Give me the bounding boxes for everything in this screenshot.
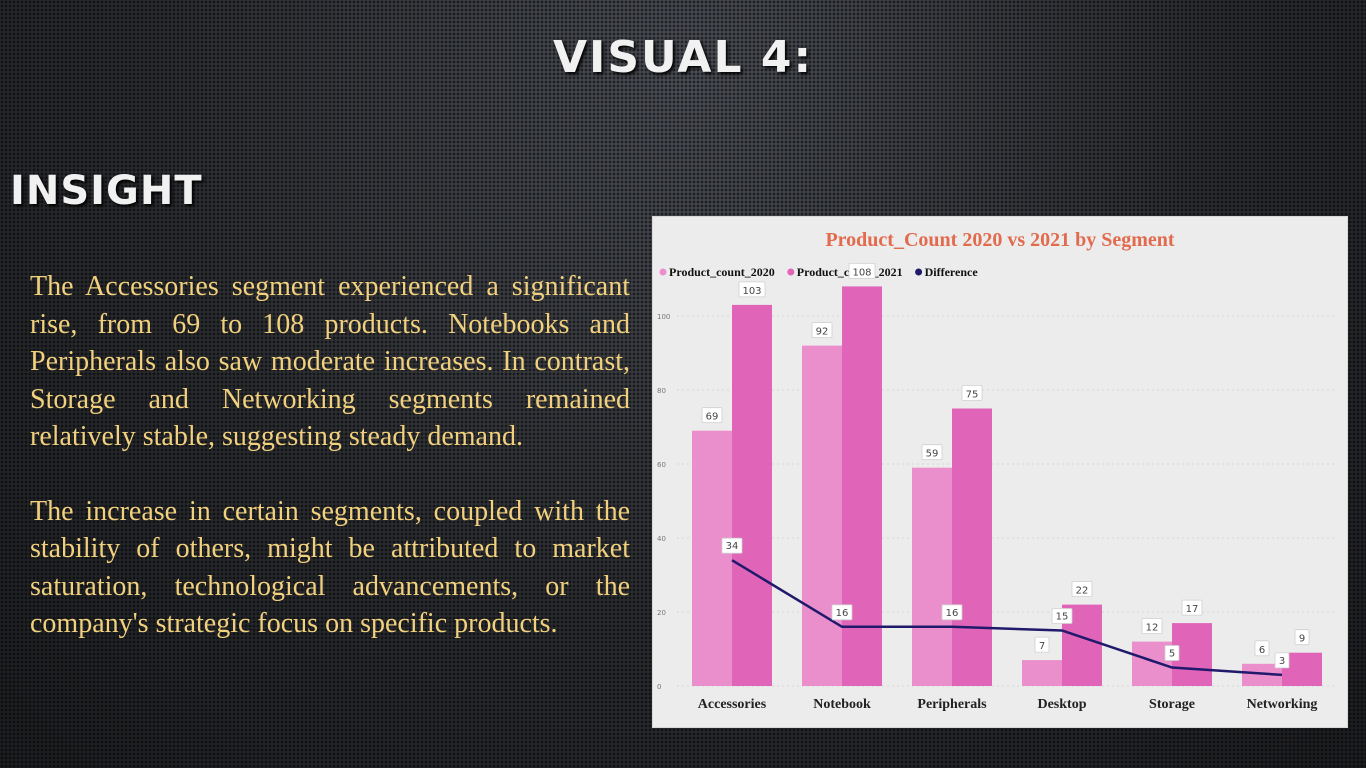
- product-count-chart: Product_Count 2020 vs 2021 by Segment Pro…: [657, 229, 1337, 712]
- data-label: 12: [1146, 623, 1159, 634]
- data-label-box: [921, 444, 943, 461]
- bar-1-networking: [1242, 663, 1282, 686]
- data-label-box: [848, 263, 876, 279]
- y-tick-label-100: 100: [657, 313, 670, 321]
- data-label: 6: [1259, 645, 1265, 656]
- difference-label: 3: [1279, 656, 1285, 667]
- bar-1-notebook: [802, 345, 842, 686]
- difference-label-box: [1164, 645, 1180, 661]
- difference-label: 15: [1056, 612, 1069, 623]
- difference-label-box: [831, 604, 853, 621]
- insight-paragraph-1: The Accessories segment experienced a si…: [30, 271, 630, 452]
- data-label: 103: [742, 286, 761, 297]
- y-tick-label-0: 0: [657, 683, 661, 691]
- legend-label-1: Product_count_2020: [669, 265, 775, 279]
- difference-label: 16: [836, 608, 849, 619]
- bar-2-peripherals: [952, 408, 992, 686]
- bar-1-accessories: [692, 430, 732, 686]
- insight-paragraph-2: The increase in certain segments, couple…: [30, 495, 630, 640]
- difference-label: 16: [946, 608, 959, 619]
- difference-line: [731, 559, 1283, 677]
- legend-marker-1: [659, 268, 667, 276]
- data-label-box: [961, 385, 983, 401]
- y-tick-label-60: 60: [657, 461, 666, 469]
- x-tick-label-notebook: Notebook: [813, 697, 871, 712]
- data-label-box: [1034, 636, 1050, 653]
- data-label-box: [1254, 640, 1270, 657]
- x-tick-label-storage: Storage: [1149, 697, 1195, 712]
- data-label: 59: [926, 449, 939, 460]
- data-label: 69: [706, 412, 719, 423]
- data-label: 17: [1186, 604, 1199, 615]
- data-label: 108: [852, 267, 871, 278]
- data-label: 22: [1076, 586, 1089, 597]
- bar-1-peripherals: [912, 467, 952, 686]
- chart-panel: Product_Count 2020 vs 2021 by Segment Pro…: [652, 216, 1348, 728]
- difference-label-box: [1051, 608, 1073, 624]
- data-label-box: [1181, 599, 1203, 616]
- data-label-box: [811, 322, 833, 338]
- legend-label-3: Difference: [925, 265, 979, 279]
- difference-label-box: [1274, 652, 1290, 669]
- data-label-box: [1294, 629, 1310, 646]
- difference-label-box: [721, 537, 743, 554]
- bar-2-accessories: [732, 304, 772, 686]
- data-label: 7: [1039, 641, 1045, 652]
- data-label-box: [1071, 581, 1093, 598]
- insight-text: The Accessories segment experienced a si…: [30, 268, 630, 680]
- data-label: 9: [1299, 634, 1305, 645]
- x-tick-label-networking: Networking: [1247, 697, 1318, 712]
- data-label-box: [738, 281, 766, 298]
- difference-label-box: [941, 604, 963, 621]
- x-tick-label-peripherals: Peripherals: [917, 697, 987, 712]
- legend-marker-2: [787, 268, 795, 276]
- y-tick-label-20: 20: [657, 609, 666, 617]
- slide-title: VISUAL 4:: [552, 32, 814, 83]
- difference-label: 34: [726, 541, 739, 552]
- chart-title: Product_Count 2020 vs 2021 by Segment: [825, 229, 1174, 251]
- legend-marker-3: [915, 268, 923, 276]
- data-label: 75: [966, 390, 979, 401]
- data-label: 92: [816, 327, 829, 338]
- x-tick-label-desktop: Desktop: [1037, 697, 1086, 712]
- data-label-box: [1141, 618, 1163, 635]
- x-tick-label-accessories: Accessories: [698, 697, 767, 712]
- insight-heading: INSIGHT: [10, 168, 203, 214]
- bar-1-desktop: [1022, 660, 1062, 686]
- data-label-box: [701, 407, 723, 424]
- y-tick-label-40: 40: [657, 535, 666, 543]
- y-tick-label-80: 80: [657, 387, 666, 395]
- difference-label: 5: [1169, 649, 1175, 660]
